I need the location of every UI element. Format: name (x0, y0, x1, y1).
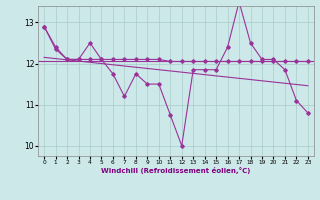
X-axis label: Windchill (Refroidissement éolien,°C): Windchill (Refroidissement éolien,°C) (101, 167, 251, 174)
